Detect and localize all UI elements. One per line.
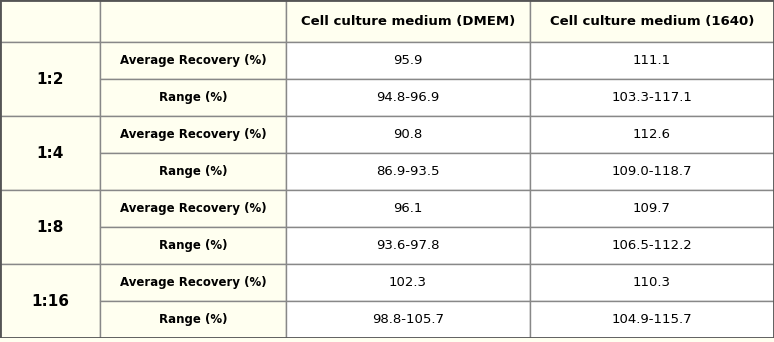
- Bar: [100, 42, 286, 79]
- Text: Average Recovery (%): Average Recovery (%): [120, 202, 266, 215]
- Text: 109.0-118.7: 109.0-118.7: [611, 165, 692, 178]
- Bar: [286, 227, 530, 264]
- Text: Average Recovery (%): Average Recovery (%): [120, 128, 266, 141]
- Bar: [530, 153, 774, 190]
- Bar: [530, 42, 774, 79]
- Bar: [0, 190, 100, 264]
- Bar: [286, 0, 530, 42]
- Bar: [0, 42, 100, 116]
- Text: Range (%): Range (%): [159, 313, 228, 326]
- Text: Average Recovery (%): Average Recovery (%): [120, 276, 266, 289]
- Text: 86.9-93.5: 86.9-93.5: [376, 165, 440, 178]
- Text: Cell culture medium (DMEM): Cell culture medium (DMEM): [301, 14, 515, 27]
- Text: 93.6-97.8: 93.6-97.8: [376, 239, 440, 252]
- Text: 102.3: 102.3: [389, 276, 427, 289]
- Text: 1:16: 1:16: [31, 293, 69, 308]
- Text: Range (%): Range (%): [159, 165, 228, 178]
- Bar: [530, 264, 774, 301]
- Text: 110.3: 110.3: [633, 276, 671, 289]
- Bar: [0, 264, 100, 338]
- Text: 98.8-105.7: 98.8-105.7: [372, 313, 444, 326]
- Bar: [100, 79, 286, 116]
- Text: 96.1: 96.1: [393, 202, 423, 215]
- Text: Cell culture medium (1640): Cell culture medium (1640): [550, 14, 754, 27]
- Text: 109.7: 109.7: [633, 202, 671, 215]
- Text: 1:2: 1:2: [36, 71, 63, 87]
- Bar: [100, 227, 286, 264]
- Text: 1:4: 1:4: [36, 145, 63, 160]
- Bar: [0, 116, 100, 190]
- Text: Range (%): Range (%): [159, 239, 228, 252]
- Text: 112.6: 112.6: [633, 128, 671, 141]
- Bar: [530, 227, 774, 264]
- Bar: [100, 116, 286, 153]
- Bar: [100, 190, 286, 227]
- Bar: [100, 153, 286, 190]
- Bar: [100, 301, 286, 338]
- Text: Average Recovery (%): Average Recovery (%): [120, 54, 266, 67]
- Bar: [0, 0, 100, 42]
- Bar: [286, 301, 530, 338]
- Text: 1:8: 1:8: [36, 220, 63, 235]
- Text: 104.9-115.7: 104.9-115.7: [611, 313, 692, 326]
- Bar: [530, 79, 774, 116]
- Bar: [286, 42, 530, 79]
- Text: 94.8-96.9: 94.8-96.9: [376, 91, 440, 104]
- Bar: [286, 116, 530, 153]
- Bar: [530, 0, 774, 42]
- Bar: [286, 153, 530, 190]
- Bar: [286, 79, 530, 116]
- Bar: [286, 264, 530, 301]
- Bar: [530, 301, 774, 338]
- Text: 103.3-117.1: 103.3-117.1: [611, 91, 693, 104]
- Bar: [0, 338, 774, 342]
- Bar: [530, 190, 774, 227]
- Text: 90.8: 90.8: [393, 128, 423, 141]
- Text: Range (%): Range (%): [159, 91, 228, 104]
- Text: 106.5-112.2: 106.5-112.2: [611, 239, 693, 252]
- Text: 111.1: 111.1: [633, 54, 671, 67]
- Bar: [286, 190, 530, 227]
- Bar: [100, 264, 286, 301]
- Bar: [530, 116, 774, 153]
- Bar: [100, 0, 286, 42]
- Text: 95.9: 95.9: [393, 54, 423, 67]
